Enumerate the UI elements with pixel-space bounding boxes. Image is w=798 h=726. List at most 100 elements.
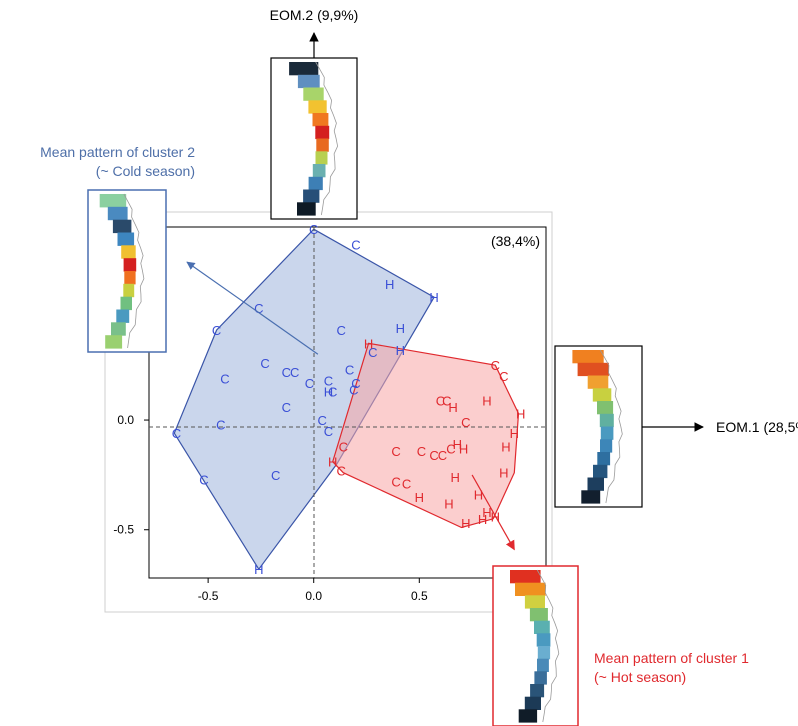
point-s1-6: H [482,393,491,408]
point-s0-23: C [216,417,225,432]
cluster1-subtitle: (~ Hot season) [594,669,686,685]
point-s0-14: C [305,376,314,391]
point-s1-27: H [474,488,483,503]
cluster2-title: Mean pattern of cluster 2 [40,144,195,160]
eom1-axis-label: EOM.1 (28,5%) [716,419,798,435]
map-cell [116,309,130,323]
map-cell [593,464,608,479]
point-s1-26: H [444,496,453,511]
map-cell [315,125,330,140]
point-s1-7: H [516,407,525,422]
map-cell [121,245,136,259]
map-cell [515,582,546,596]
point-s0-13: C [220,371,229,386]
point-s1-28: H [482,505,491,520]
map-cell [577,362,609,377]
map-cell [537,646,551,660]
ytick-label: 0.0 [117,413,134,427]
point-s1-11: C [417,444,426,459]
map-inset-cluster2 [87,189,167,353]
point-s1-22: C [402,477,411,492]
point-s1-16: H [459,442,468,457]
point-s1-14: C [446,442,455,457]
map-cell [524,595,545,609]
map-cell [124,271,136,285]
map-cell [572,350,604,364]
map-cell [312,113,329,127]
ytick-label: -0.5 [113,523,134,537]
cluster1-title: Mean pattern of cluster 1 [594,650,749,666]
map-cell [534,671,547,685]
point-s0-21: C [282,400,291,415]
point-s0-6: C [337,323,346,338]
point-s1-3: C [436,393,445,408]
map-cell [600,426,614,440]
map-cell [587,477,604,491]
map-inset-eom2 [270,57,358,220]
point-s0-16: C [345,363,354,378]
xtick-label: -0.5 [198,589,219,603]
map-cell [123,283,135,298]
map-cell [312,164,326,178]
map-cell [530,684,545,698]
map-cell [529,608,548,622]
map-cell [120,296,132,311]
point-s0-18: C [328,385,337,400]
point-s0-27: C [271,468,280,483]
point-s1-29: H [478,512,487,527]
map-cell [524,696,541,710]
map-cell [592,388,612,402]
coastline [536,569,560,723]
map-cell [599,413,614,428]
map-cell [297,74,320,89]
point-s0-24: C [172,426,181,441]
map-cell [99,194,127,208]
map-cell [581,490,601,504]
point-s1-19: C [339,439,348,454]
coastline [123,193,145,349]
point-s0-25: C [324,424,333,439]
map-cell [536,633,551,647]
map-cell [316,138,329,152]
map-cell [303,87,324,101]
xtick-label: 0.0 [305,589,322,603]
point-s1-25: H [415,490,424,505]
map-cell [587,375,609,389]
point-s1-31: H [461,516,470,531]
map-inset-cluster1 [492,565,579,726]
point-s0-19: C [351,376,360,391]
point-s1-13: C [438,448,447,463]
point-s1-0: H [364,336,373,351]
point-s1-2: C [499,369,508,384]
arrow-blue [186,261,319,355]
map-cell [534,620,550,634]
point-s0-17: H [324,385,333,400]
point-s1-21: C [391,475,400,490]
arrow-red [471,474,515,551]
point-s1-20: C [337,464,346,479]
cluster-hulls [173,228,520,571]
map-cell [105,335,123,349]
axis-ticks: -0.5 0.0 0.5 -0.5 0.0 [113,413,428,603]
point-s0-9: C [368,345,377,360]
point-s0-15: C [324,374,333,389]
map-cell [600,439,613,453]
map-cell [117,232,135,246]
point-s0-11: C [282,365,291,380]
hull-red [332,342,520,529]
point-s1-12: C [429,448,438,463]
point-s0-0: C [309,222,318,237]
eom2-axis-label: EOM.2 (9,9%) [270,7,359,23]
hull-blue [173,228,435,571]
point-s0-8: C [212,323,221,338]
point-s0-7: H [396,343,405,358]
xtick-label: 0.5 [411,589,428,603]
point-s1-4: C [442,393,451,408]
point-s0-3: H [429,290,438,305]
cluster-arrows [186,261,515,551]
point-s1-10: C [391,444,400,459]
coastline [315,61,339,216]
point-s1-17: H [501,439,510,454]
point-s1-1: C [491,358,500,373]
